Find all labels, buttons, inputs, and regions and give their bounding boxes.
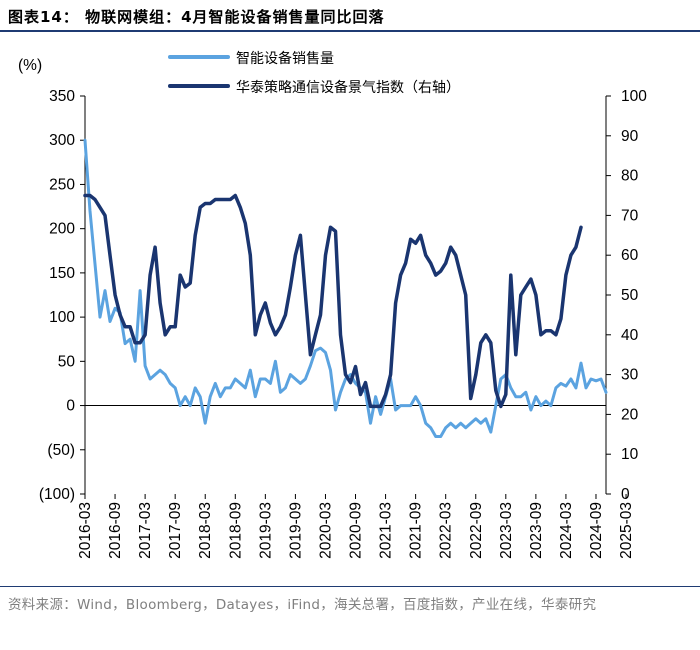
source-note: 资料来源：Wind，Bloomberg，Datayes，iFind，海关总署，百… [8, 597, 597, 613]
y-left-tick-label: 300 [49, 132, 75, 149]
x-tick-label: 2023-03 [498, 502, 515, 559]
x-tick-label: 2024-09 [588, 502, 605, 559]
x-tick-label: 2018-09 [227, 502, 244, 559]
y-right-tick-label: 20 [621, 406, 639, 423]
x-tick-label: 2016-09 [107, 502, 124, 559]
y-right-tick-label: 100 [621, 88, 647, 105]
x-tick-label: 2022-09 [468, 502, 485, 559]
y-left-tick-label: 350 [49, 88, 75, 105]
y-right-tick-label: 70 [621, 207, 639, 224]
y-left-tick-label: 0 [66, 398, 75, 415]
x-tick-label: 2021-03 [378, 502, 395, 559]
y-left-tick-label: 150 [49, 265, 75, 282]
y-left-tick-label: (100) [39, 486, 75, 503]
x-tick-label: 2019-09 [287, 502, 304, 559]
y-right-tick-label: 90 [621, 128, 639, 145]
source-rule [0, 586, 700, 587]
y-left-tick-label: 250 [49, 176, 75, 193]
line-chart: 350300250200150100500(50)(100)1009080706… [18, 50, 647, 559]
y-left-unit-label: (%) [18, 57, 42, 74]
chart-title: 图表14： 物联网模组：4月智能设备销售量同比回落 [8, 8, 385, 26]
y-left-tick-label: (50) [47, 442, 75, 459]
y-right-tick-label: 50 [621, 287, 639, 304]
x-tick-label: 2020-09 [348, 502, 365, 559]
y-right-tick-label: 0 [621, 486, 630, 503]
y-right-tick-label: 30 [621, 367, 639, 384]
x-tick-label: 2017-03 [137, 502, 154, 559]
legend-label-index: 华泰策略通信设备景气指数（右轴） [236, 79, 460, 96]
x-tick-label: 2018-03 [197, 502, 214, 559]
x-tick-label: 2024-03 [558, 502, 575, 559]
x-tick-label: 2020-03 [317, 502, 334, 559]
legend-label-sales: 智能设备销售量 [236, 50, 334, 67]
x-tick-label: 2023-09 [528, 502, 545, 559]
x-tick-label: 2017-09 [167, 502, 184, 559]
y-right-tick-label: 60 [621, 247, 639, 264]
y-left-tick-label: 50 [58, 353, 76, 370]
series-line-smart-device-sales [83, 138, 608, 438]
title-rule [0, 30, 700, 32]
y-right-tick-label: 80 [621, 168, 639, 185]
x-tick-label: 2016-03 [77, 502, 94, 559]
series-line-telecom-equipment-index [83, 193, 583, 409]
y-left-tick-label: 200 [49, 221, 75, 238]
y-right-tick-label: 10 [621, 446, 639, 463]
y-left-tick-label: 100 [49, 309, 75, 326]
x-tick-label: 2022-03 [438, 502, 455, 559]
y-right-tick-label: 40 [621, 327, 639, 344]
x-tick-label: 2025-03 [618, 502, 635, 559]
x-tick-label: 2019-03 [257, 502, 274, 559]
x-tick-label: 2021-09 [408, 502, 425, 559]
